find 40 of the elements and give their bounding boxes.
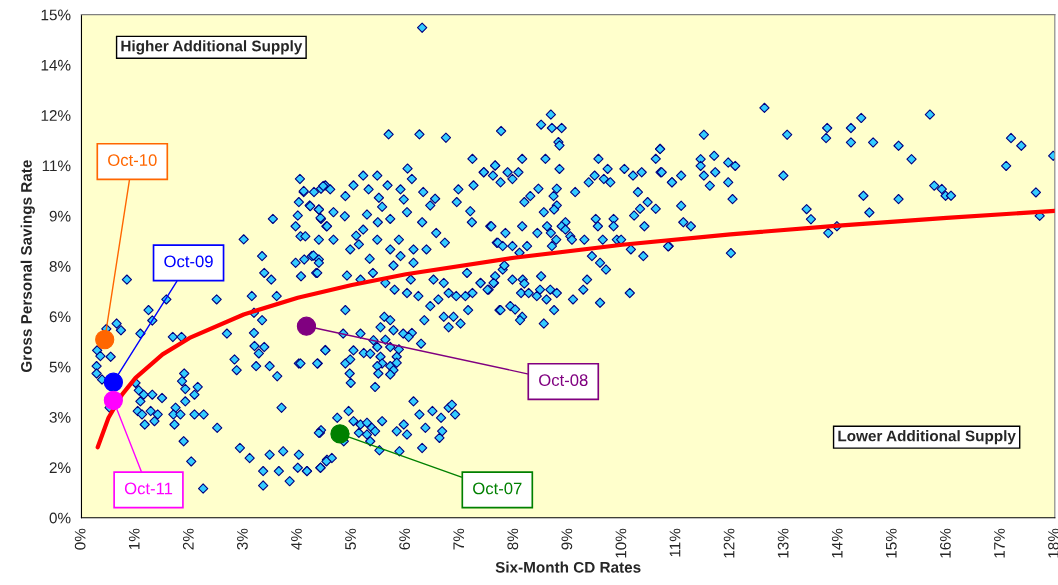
annotation: Higher Additional Supply <box>121 40 303 55</box>
x-tick-label: 3% <box>236 528 248 550</box>
y-axis-title: Gross Personal Savings Rate <box>20 160 35 373</box>
x-tick-label: 16% <box>939 528 951 558</box>
x-tick-label: 10% <box>615 528 627 558</box>
x-tick-label: 7% <box>453 528 465 550</box>
x-tick-label: 9% <box>561 528 573 550</box>
y-tick-label: 14% <box>41 59 71 71</box>
annotation: Oct-07 <box>473 482 522 495</box>
x-tick-label: 0% <box>74 528 86 550</box>
annotation: Lower Additional Supply <box>838 430 1016 445</box>
x-tick-label: 5% <box>345 528 356 550</box>
annotation: Oct-09 <box>164 255 213 268</box>
y-tick-label: 6% <box>49 311 71 323</box>
y-tick-label: 11% <box>42 160 71 172</box>
x-axis-title: Six-Month CD Rates <box>495 561 641 573</box>
x-tick-label: 6% <box>399 528 411 550</box>
y-tick-label: 0% <box>49 512 71 524</box>
annotation: Oct-10 <box>108 154 157 166</box>
x-tick-label: 18% <box>1048 528 1058 558</box>
x-tick-label: 15% <box>885 528 897 558</box>
y-tick-label: 2% <box>49 462 71 474</box>
x-tick-label: 4% <box>291 528 302 550</box>
x-tick-label: 14% <box>831 528 843 558</box>
x-tick-label: 11% <box>669 528 681 557</box>
x-tick-label: 1% <box>128 528 140 550</box>
x-tick-label: 13% <box>777 528 789 558</box>
annotation: Oct-08 <box>539 374 588 387</box>
y-tick-label: 9% <box>49 210 71 222</box>
y-tick-label: 15% <box>41 9 71 21</box>
y-tick-label: 8% <box>49 261 71 272</box>
annotation: Oct-11 <box>124 482 173 495</box>
x-tick-label: 8% <box>507 528 519 550</box>
x-tick-label: 17% <box>994 528 1005 558</box>
x-tick-label: 2% <box>182 528 194 550</box>
y-tick-label: 5% <box>49 361 71 373</box>
y-tick-label: 3% <box>49 411 71 423</box>
line-series <box>95 208 1055 450</box>
x-tick-label: 12% <box>723 528 735 558</box>
y-tick-label: 12% <box>41 110 71 121</box>
